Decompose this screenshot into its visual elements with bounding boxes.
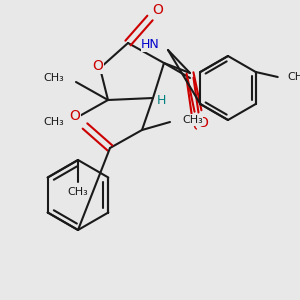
- Text: CH₃: CH₃: [68, 187, 88, 197]
- Text: CH₃: CH₃: [43, 117, 64, 127]
- Text: O: O: [70, 109, 80, 123]
- Text: HN: HN: [141, 38, 160, 52]
- Text: CH₃: CH₃: [182, 115, 203, 125]
- Text: CH₃: CH₃: [288, 72, 300, 82]
- Text: O: O: [93, 59, 104, 73]
- Text: CH₃: CH₃: [43, 73, 64, 83]
- Text: H: H: [156, 94, 166, 106]
- Text: O: O: [198, 116, 208, 130]
- Text: O: O: [153, 3, 164, 17]
- Text: O: O: [193, 119, 203, 133]
